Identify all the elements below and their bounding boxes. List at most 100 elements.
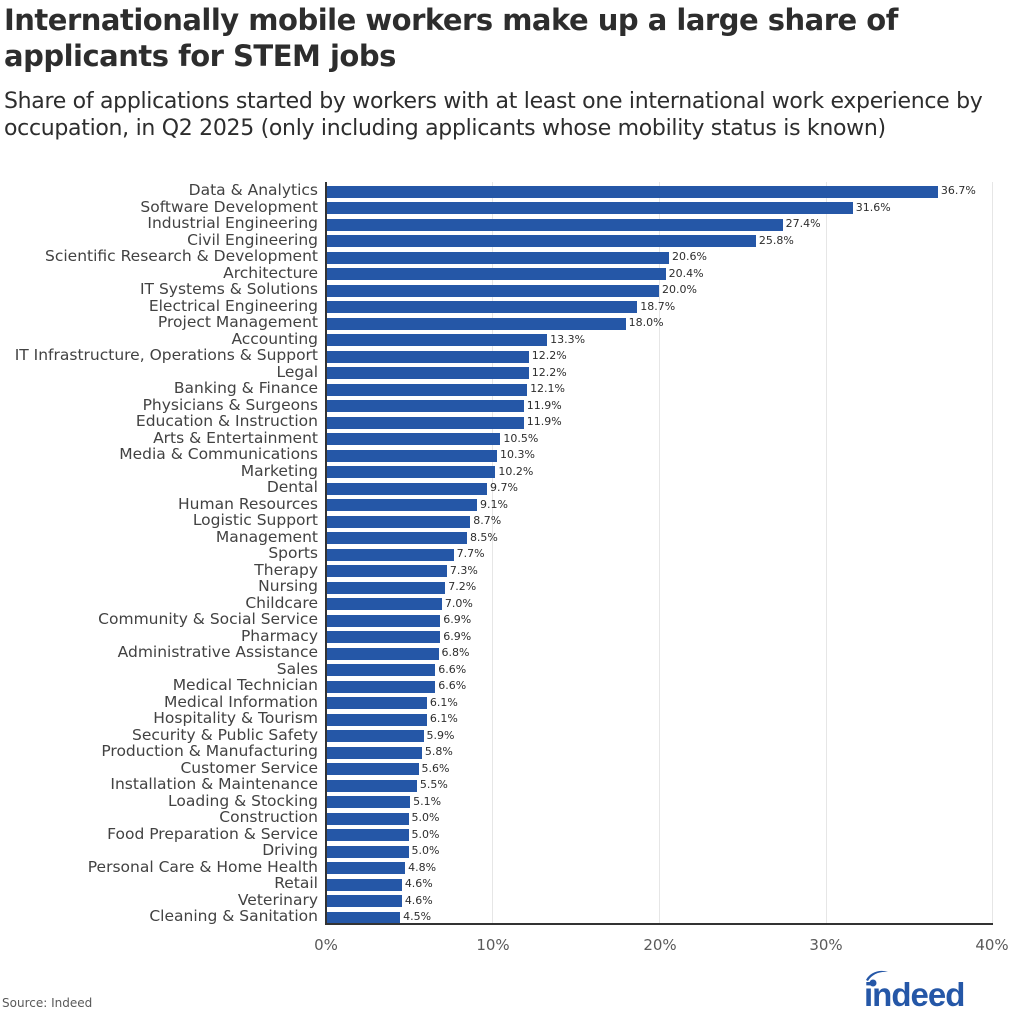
category-label: Sales	[276, 659, 318, 678]
chart-title: Internationally mobile workers make up a…	[4, 3, 898, 73]
data-label: 6.1%	[429, 712, 458, 725]
category-label: Personal Care & Home Health	[87, 857, 318, 876]
category-label: Dental	[266, 478, 318, 496]
category-label: Production & Manufacturing	[101, 742, 318, 760]
bar	[327, 400, 524, 412]
bar	[327, 317, 626, 330]
bar-row: 6.9%	[325, 612, 993, 629]
data-label: 6.9%	[443, 613, 472, 626]
data-label: 25.8%	[758, 233, 794, 247]
bar	[327, 268, 666, 280]
bar	[327, 614, 441, 627]
data-label: 36.7%	[940, 184, 976, 197]
category-label: Medical Information	[163, 692, 318, 711]
bar-row: 6.8%	[325, 645, 993, 662]
bar	[327, 862, 406, 874]
bar	[327, 548, 454, 561]
category-label: Logistic Support	[192, 511, 318, 529]
category-label: Management	[215, 527, 318, 546]
data-label: 6.6%	[438, 662, 467, 676]
bar-row: 12.1%	[325, 381, 993, 398]
gridline-20	[659, 182, 660, 925]
bar	[327, 416, 524, 429]
bar-row: 5.9%	[325, 728, 993, 745]
category-label: Architecture	[223, 263, 318, 282]
bar	[327, 697, 427, 709]
data-label: 8.7%	[473, 514, 502, 527]
bar-row: 27.4%	[325, 216, 993, 233]
bar	[327, 383, 528, 396]
data-label: 12.1%	[530, 382, 566, 395]
data-label: 6.8%	[441, 646, 470, 659]
data-label: 5.0%	[411, 811, 440, 824]
category-label: IT Infrastructure, Operations & Support	[14, 346, 318, 364]
bar-row: 6.6%	[325, 678, 993, 695]
category-label: Media & Communications	[119, 445, 318, 463]
data-label: 9.7%	[489, 481, 518, 494]
category-label: Administrative Assistance	[117, 643, 318, 661]
category-label: Therapy	[254, 560, 318, 579]
bar	[327, 779, 417, 792]
category-label: Retail	[274, 874, 318, 892]
bar	[327, 680, 436, 693]
bar	[327, 664, 436, 676]
category-label: Childcare	[245, 593, 318, 612]
bar	[327, 367, 529, 379]
bar	[327, 730, 424, 742]
category-label: Pharmacy	[240, 626, 318, 645]
data-label: 18.7%	[640, 299, 676, 313]
bar	[327, 581, 446, 594]
category-label: Construction	[219, 808, 318, 826]
bar	[327, 895, 402, 907]
bar-row: 5.0%	[325, 810, 993, 827]
bar-row: 6.6%	[325, 662, 993, 679]
data-label: 5.8%	[424, 745, 453, 758]
bar-row: 8.7%	[325, 513, 993, 530]
bar-row: 36.7%	[325, 183, 993, 200]
bar-row: 5.0%	[325, 843, 993, 860]
bar-row: 25.8%	[325, 233, 993, 250]
category-label: Security & Public Safety	[132, 725, 318, 744]
data-label: 4.5%	[403, 910, 432, 923]
data-label: 6.9%	[443, 629, 472, 643]
data-label: 20.4%	[668, 266, 704, 280]
category-label: Veterinary	[237, 890, 318, 909]
bar-row: 9.7%	[325, 480, 993, 497]
x-axis-line	[325, 923, 993, 925]
bar	[327, 829, 409, 841]
bar-row: 6.9%	[325, 629, 993, 646]
category-label: Physicians & Surgeons	[142, 395, 318, 414]
bar	[327, 185, 938, 198]
bar-row: 4.6%	[325, 876, 993, 893]
data-label: 20.0%	[662, 283, 697, 296]
data-label: 4.6%	[404, 893, 433, 907]
bar	[327, 251, 670, 264]
category-label: Sports	[268, 544, 318, 562]
indeed-logo: indeed	[860, 968, 992, 1016]
bar-row: 18.7%	[325, 299, 993, 316]
data-label: 27.4%	[785, 217, 821, 230]
x-tick-30: 30%	[809, 936, 843, 954]
bar	[327, 350, 529, 363]
bar-row: 18.0%	[325, 315, 993, 332]
bar-row: 5.1%	[325, 794, 993, 811]
data-label: 13.3%	[550, 332, 586, 346]
category-label: Hospitality & Tourism	[153, 709, 318, 727]
data-label: 4.6%	[404, 877, 433, 890]
gridline-30	[826, 182, 827, 925]
bar-row: 10.5%	[325, 431, 993, 448]
category-label: Electrical Engineering	[148, 296, 318, 315]
data-label: 4.8%	[408, 860, 437, 874]
data-label: 10.5%	[503, 431, 539, 445]
bar-row: 4.5%	[325, 909, 993, 926]
bar	[327, 449, 497, 462]
data-label: 7.7%	[456, 547, 485, 560]
bar	[327, 202, 853, 214]
x-tick-10: 10%	[476, 936, 510, 954]
bar	[327, 746, 422, 759]
category-label: Marketing	[240, 461, 318, 480]
bar	[327, 532, 467, 544]
data-label: 5.6%	[421, 761, 450, 775]
bar-row: 9.1%	[325, 497, 993, 514]
data-label: 5.1%	[413, 794, 442, 808]
